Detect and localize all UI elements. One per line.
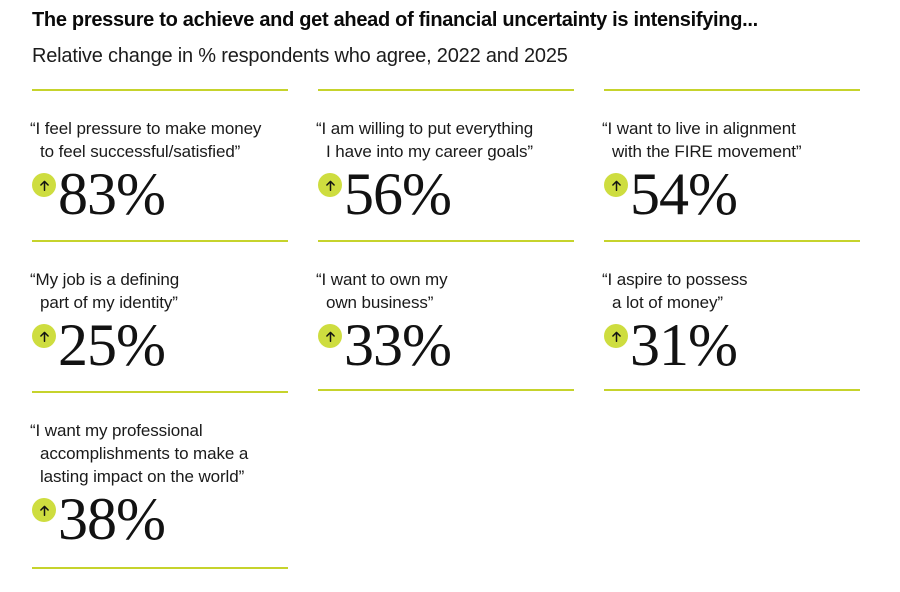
stat-quote: “I want my professional accomplishments … [30,421,249,486]
up-arrow-icon [325,331,335,342]
stat-value-row: 83% [32,164,288,224]
stat-value-row: 54% [604,164,860,224]
page-title: The pressure to achieve and get ahead of… [32,9,758,31]
stat-value-row: 33% [318,315,574,375]
up-arrow-badge [604,324,628,348]
stat-quote: “I feel pressure to make money to feel s… [30,119,262,161]
stat-card: “I am willing to put everything I have i… [316,89,574,240]
up-arrow-icon [39,180,49,191]
stat-card: “My job is a defining part of my identit… [30,240,288,391]
up-arrow-icon [611,180,621,191]
stat-card: “I want to live in alignment with the FI… [602,89,860,240]
up-arrow-badge [32,498,56,522]
stat-value: 33% [344,312,452,378]
stat-card: “I want my professional accomplishments … [30,391,288,569]
stat-value-row: 56% [318,164,574,224]
up-arrow-icon [39,331,49,342]
stat-value: 38% [58,486,166,552]
up-arrow-badge [318,173,342,197]
up-arrow-icon [611,331,621,342]
stat-value-row: 31% [604,315,860,375]
up-arrow-icon [39,505,49,516]
up-arrow-icon [325,180,335,191]
up-arrow-badge [32,324,56,348]
stat-value: 25% [58,312,166,378]
stat-card: “I feel pressure to make money to feel s… [30,89,288,240]
up-arrow-badge [32,173,56,197]
stat-card: “I want to own my own business” 33% [316,240,574,391]
up-arrow-badge [318,324,342,348]
stat-value: 31% [630,312,738,378]
stat-value: 54% [630,161,738,227]
page-subtitle: Relative change in % respondents who agr… [32,45,568,67]
stat-quote: “I aspire to possess a lot of money” [602,270,748,312]
stat-value-row: 25% [32,315,288,375]
stat-value: 83% [58,161,166,227]
stat-card-grid: “I feel pressure to make money to feel s… [30,89,870,569]
stat-quote: “I want to live in alignment with the FI… [602,119,802,161]
stat-value: 56% [344,161,452,227]
stat-quote: “I am willing to put everything I have i… [316,119,534,161]
stat-quote: “My job is a defining part of my identit… [30,270,180,312]
stat-quote: “I want to own my own business” [316,270,448,312]
up-arrow-badge [604,173,628,197]
stat-card: “I aspire to possess a lot of money” 31% [602,240,860,391]
stat-value-row: 38% [32,489,288,549]
